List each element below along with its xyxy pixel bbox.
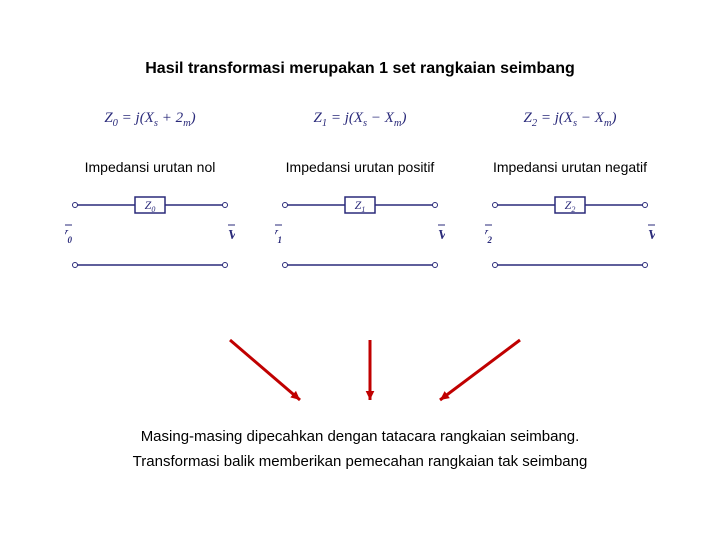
sequence-circuit: Z0V0V′0: [65, 195, 235, 285]
bottom-text: Masing-masing dipecahkan dengan tatacara…: [0, 420, 720, 478]
page-title: Hasil transformasi merupakan 1 set rangk…: [0, 60, 720, 78]
svg-text:V0: V0: [65, 228, 73, 245]
title-text: Hasil transformasi merupakan 1 set rangk…: [145, 60, 575, 77]
columns-container: Z0 = j(Xs + 2m)Impedansi urutan nolZ0V0V…: [50, 110, 670, 285]
svg-text:V1: V1: [275, 228, 282, 245]
column-2: Z2 = j(Xs − Xm)Impedansi urutan negatifZ…: [470, 110, 670, 285]
impedance-formula: Z0 = j(Xs + 2m): [104, 110, 195, 129]
column-label: Impedansi urutan positif: [286, 159, 435, 175]
bottom-line-1: Masing-masing dipecahkan dengan tatacara…: [0, 428, 720, 445]
svg-text:V′0: V′0: [228, 226, 235, 243]
sequence-circuit: Z2V2V′2: [485, 195, 655, 285]
column-0: Z0 = j(Xs + 2m)Impedansi urutan nolZ0V0V…: [50, 110, 250, 285]
impedance-formula: Z1 = j(Xs − Xm): [313, 110, 406, 129]
svg-text:V′1: V′1: [438, 226, 445, 243]
column-label: Impedansi urutan negatif: [493, 159, 647, 175]
column-1: Z1 = j(Xs − Xm)Impedansi urutan positifZ…: [260, 110, 460, 285]
bottom-line-2: Transformasi balik memberikan pemecahan …: [0, 453, 720, 470]
svg-text:V2: V2: [485, 228, 493, 245]
sequence-circuit: Z1V1V′1: [275, 195, 445, 285]
svg-text:V′2: V′2: [648, 226, 655, 243]
column-label: Impedansi urutan nol: [85, 159, 216, 175]
impedance-formula: Z2 = j(Xs − Xm): [523, 110, 616, 129]
